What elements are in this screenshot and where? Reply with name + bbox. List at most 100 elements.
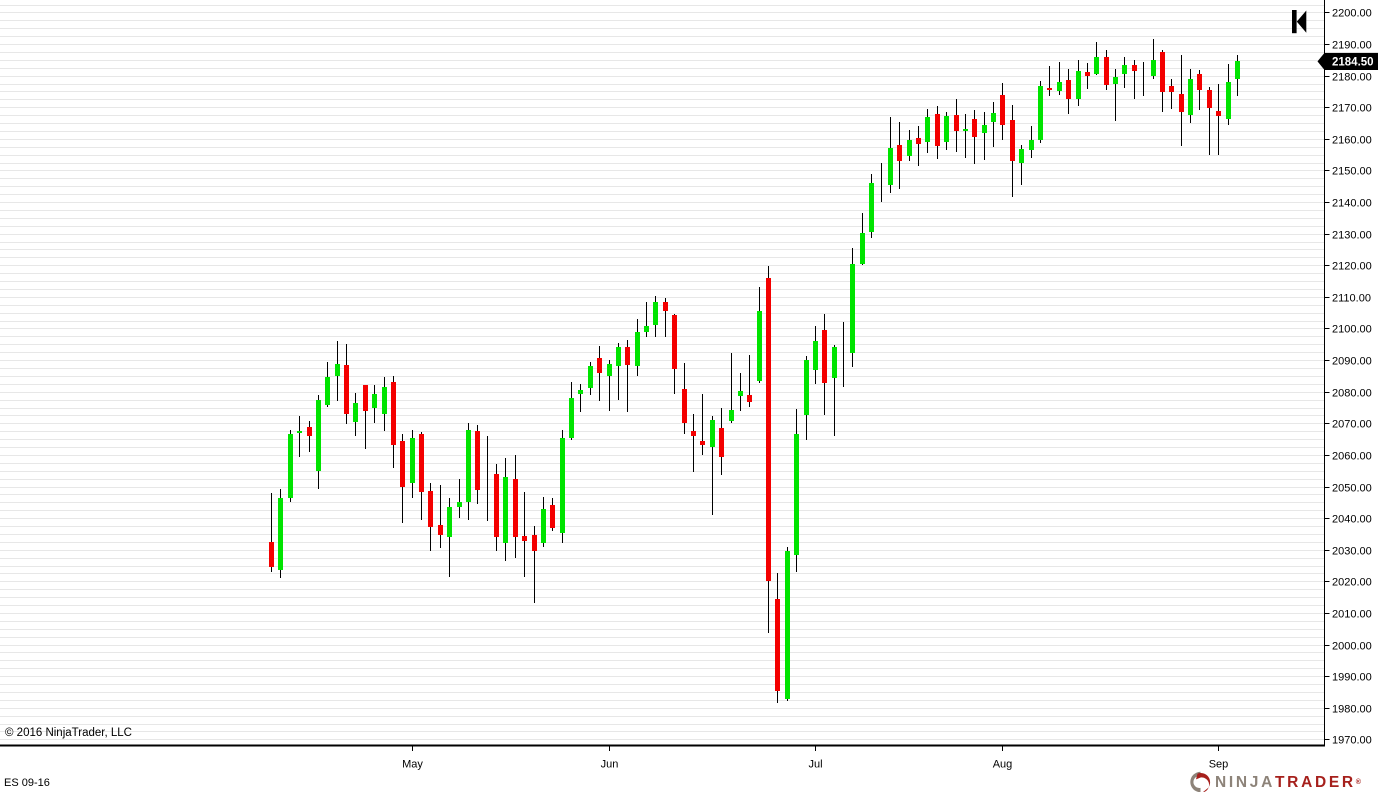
- price-axis-label: 2190.00: [1332, 40, 1372, 52]
- candle-body: [1057, 82, 1062, 91]
- candle-body: [925, 117, 930, 142]
- price-axis-label: 2000.00: [1332, 641, 1372, 653]
- candle-wick: [646, 302, 647, 337]
- candle-body: [1029, 140, 1034, 150]
- candle-body: [1094, 57, 1099, 74]
- candle-body: [822, 330, 827, 383]
- price-axis-label: 2080.00: [1332, 388, 1372, 400]
- candle-wick: [665, 298, 666, 337]
- price-axis-label: 1970.00: [1332, 735, 1372, 747]
- candle-body: [832, 347, 837, 378]
- candle-body: [653, 302, 658, 325]
- candle-wick: [449, 498, 450, 577]
- candle-body: [691, 431, 696, 436]
- price-axis-label: 2040.00: [1332, 514, 1372, 526]
- month-axis-label: May: [402, 759, 423, 771]
- time-axis[interactable]: May Jun Jul Aug Sep: [402, 746, 1228, 771]
- candle-body: [907, 140, 912, 156]
- ninjatrader-logo-icon: [1190, 771, 1211, 792]
- candle-wick: [440, 485, 441, 548]
- candle-body: [635, 332, 640, 366]
- candle-wick: [618, 343, 619, 400]
- candle-wick: [731, 353, 732, 423]
- candle-body: [1151, 60, 1156, 76]
- price-axis-label: 1980.00: [1332, 704, 1372, 716]
- candle-body: [607, 364, 612, 376]
- candle-body: [757, 311, 762, 381]
- candle-body: [1019, 149, 1024, 163]
- candle-body: [1113, 77, 1118, 84]
- logo-text-ninja: NINJA: [1215, 773, 1276, 791]
- candle-body: [766, 278, 771, 581]
- price-axis-label: 1990.00: [1332, 672, 1372, 684]
- candle-body: [663, 302, 668, 311]
- candle-body: [935, 114, 940, 146]
- candle-body: [1179, 94, 1184, 112]
- candle-body: [1104, 57, 1109, 85]
- candle-body: [625, 347, 630, 365]
- price-axis-label: 2090.00: [1332, 356, 1372, 368]
- candle-wick: [918, 126, 919, 166]
- logo-text-trader: TRADER: [1275, 773, 1356, 791]
- price-axis-label: 2130.00: [1332, 230, 1372, 242]
- candle-body: [391, 382, 396, 445]
- candle-wick: [1021, 145, 1022, 185]
- candle-wick: [580, 384, 581, 412]
- candle-body: [588, 366, 593, 388]
- candle-body: [316, 400, 321, 471]
- instrument-tab-label[interactable]: ES 09-16: [4, 777, 50, 789]
- candle-body: [494, 474, 499, 537]
- candle-body: [719, 428, 724, 457]
- candle-body: [616, 347, 621, 366]
- candle-body: [400, 441, 405, 487]
- candle-wick: [693, 414, 694, 472]
- candle-body: [278, 498, 283, 570]
- candle-body: [1038, 86, 1043, 140]
- candle-body: [682, 389, 687, 423]
- candle-body: [466, 430, 471, 502]
- svg-text:2184.50: 2184.50: [1332, 57, 1374, 69]
- candle-wick: [749, 355, 750, 407]
- candle-wick: [1059, 62, 1060, 95]
- price-axis-label: 2010.00: [1332, 609, 1372, 621]
- candle-body: [729, 410, 734, 421]
- candle-body: [1197, 74, 1202, 90]
- candle-body: [503, 477, 508, 543]
- candle-wick: [1115, 69, 1116, 121]
- candle-body: [438, 525, 443, 535]
- candle-body: [785, 551, 790, 699]
- price-axis-label: 2020.00: [1332, 577, 1372, 589]
- candle-wick: [609, 360, 610, 411]
- candle-wick: [299, 416, 300, 457]
- candle-body: [700, 441, 705, 445]
- candle-wick: [309, 421, 310, 452]
- candle-body: [804, 360, 809, 415]
- price-axis-label: 2170.00: [1332, 103, 1372, 115]
- candle-body: [972, 119, 977, 137]
- candle-body: [1122, 65, 1127, 74]
- candle-wick: [1134, 60, 1135, 99]
- price-axis[interactable]: 2200.00 2190.00 2180.00 2170.00 2160.00 2150.…: [1324, 8, 1372, 747]
- candle-body: [457, 502, 462, 507]
- candle-body: [747, 395, 752, 402]
- candle-body: [672, 315, 677, 369]
- candle-body: [1132, 65, 1137, 71]
- month-axis-label: Aug: [993, 759, 1013, 771]
- candle-body: [297, 431, 302, 433]
- candle-wick: [1143, 62, 1144, 96]
- candle-wick: [487, 436, 488, 521]
- price-axis-label: 2160.00: [1332, 135, 1372, 147]
- go-to-last-bar-icon[interactable]: [1292, 10, 1307, 34]
- price-axis-label: 2100.00: [1332, 324, 1372, 336]
- candle-wick: [843, 322, 844, 387]
- price-axis-label: 2120.00: [1332, 261, 1372, 273]
- candle-wick: [1049, 66, 1050, 96]
- candle-body: [916, 138, 921, 144]
- price-axis-label: 2060.00: [1332, 451, 1372, 463]
- candle-body: [410, 438, 415, 483]
- copyright-label: © 2016 NinjaTrader, LLC: [5, 727, 132, 739]
- candle-wick: [627, 340, 628, 412]
- candle-body: [1235, 61, 1240, 79]
- month-axis-label: Jul: [808, 759, 822, 771]
